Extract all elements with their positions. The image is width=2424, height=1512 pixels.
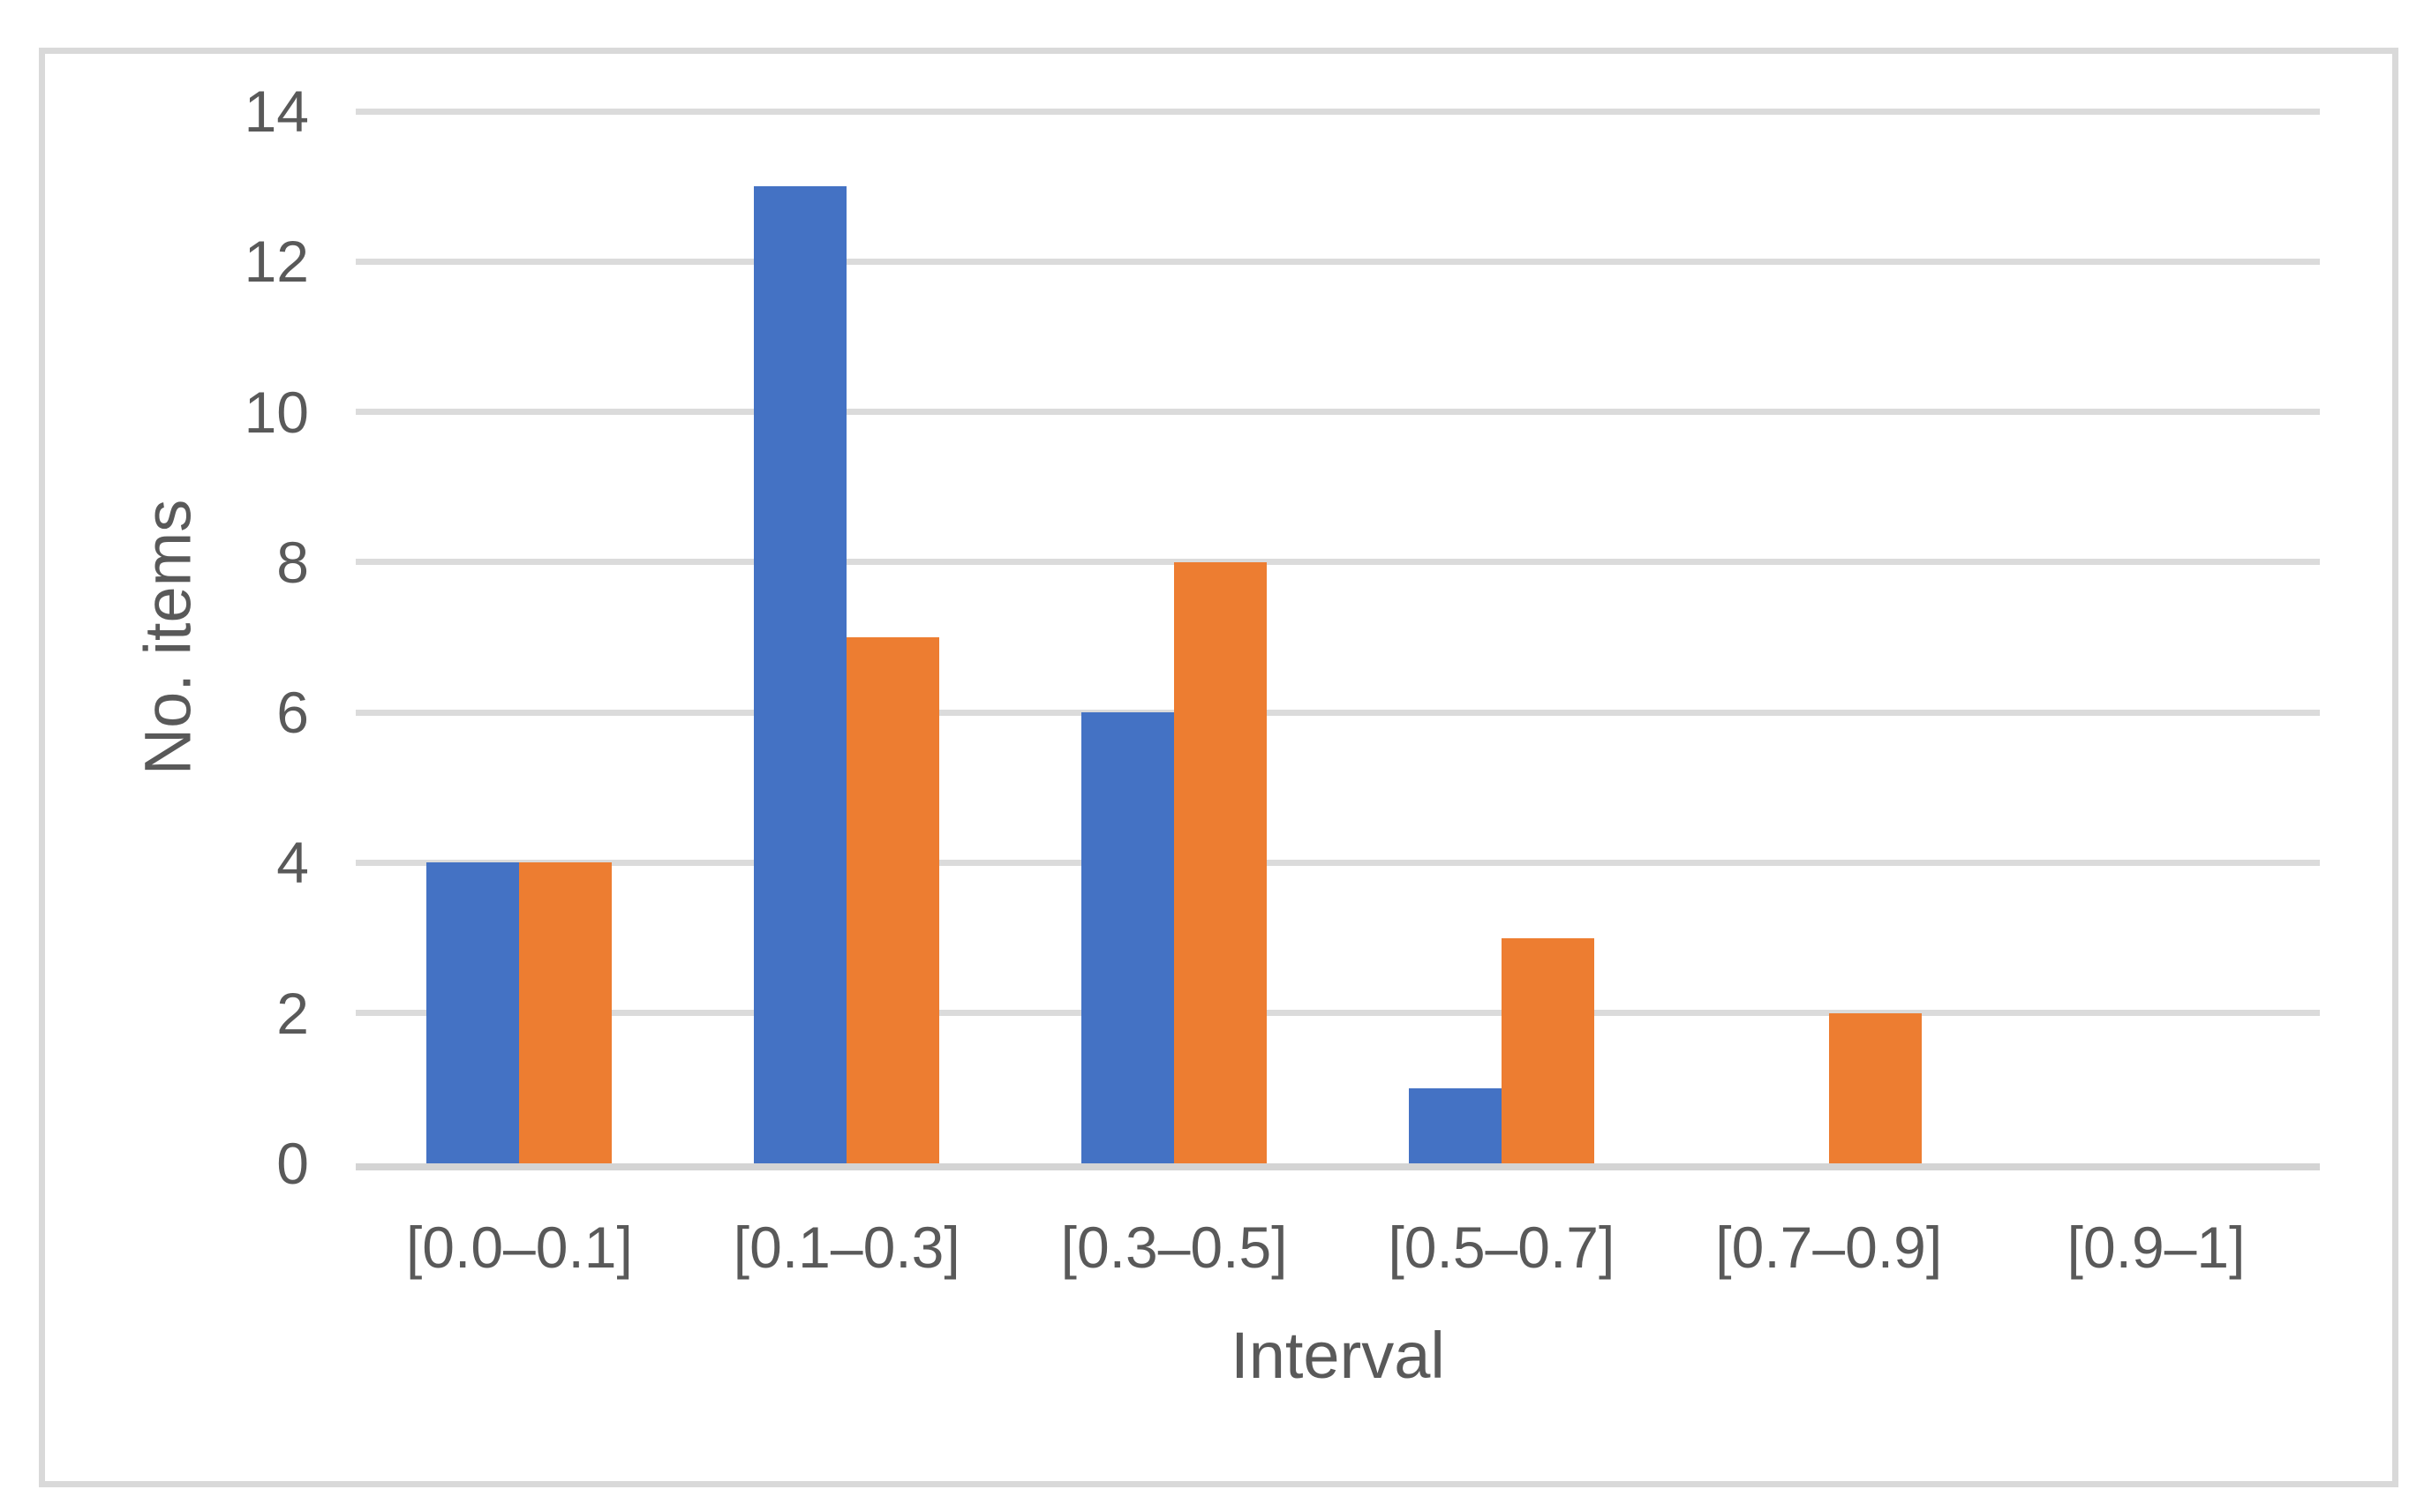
y-tick-label: 4 [276,830,309,896]
gridline [356,108,2320,115]
blue-series-bar [426,862,520,1163]
orange-series-bar [1501,937,1594,1163]
x-tick-label: [0.0–0.1] [405,1215,633,1280]
blue-series-bar [754,186,847,1163]
bar-groups [356,111,2320,1163]
y-tick-label: 14 [244,79,309,144]
gridline [356,409,2320,416]
bar-group [1992,111,2320,1163]
x-tick-label: [0.7–0.9] [1715,1215,1943,1280]
y-tick-label: 6 [276,680,309,746]
blue-series-bar [1408,1087,1502,1163]
x-tick-label: [0.3–0.5] [1060,1215,1288,1280]
plot-area [356,108,2320,1170]
orange-series-bar [519,862,613,1163]
blue-series-bar [1081,712,1175,1163]
gridline [356,709,2320,716]
x-axis-title: Interval [1231,1319,1445,1392]
y-tick-label: 8 [276,529,309,595]
orange-series-bar [1828,1012,1922,1163]
x-tick-label: [0.1–0.3] [733,1215,960,1280]
bar-group [1337,111,1665,1163]
bar-group [356,111,683,1163]
y-axis-tick-labels: 0 2 4 6 8 10 12 14 [132,82,309,1192]
bar-group [1665,111,1992,1163]
orange-series-bar [847,637,940,1163]
gridline [356,859,2320,866]
y-tick-label: 2 [276,980,309,1046]
gridline [356,258,2320,265]
x-axis-line [356,1163,2320,1170]
x-axis-tick-labels: [0.0–0.1] [0.1–0.3] [0.3–0.5] [0.5–0.7] [0.7… [356,1207,2320,1287]
gridline [356,559,2320,566]
y-tick-label: 12 [244,229,309,295]
x-tick-label: [0.5–0.7] [1388,1215,1615,1280]
gridline [356,1010,2320,1017]
bar-group [1011,111,1338,1163]
orange-series-bar [1174,561,1268,1163]
bar-group [683,111,1011,1163]
x-tick-label: [0.9–1] [2066,1215,2246,1280]
y-tick-label: 10 [244,379,309,445]
y-tick-label: 0 [276,1131,309,1196]
